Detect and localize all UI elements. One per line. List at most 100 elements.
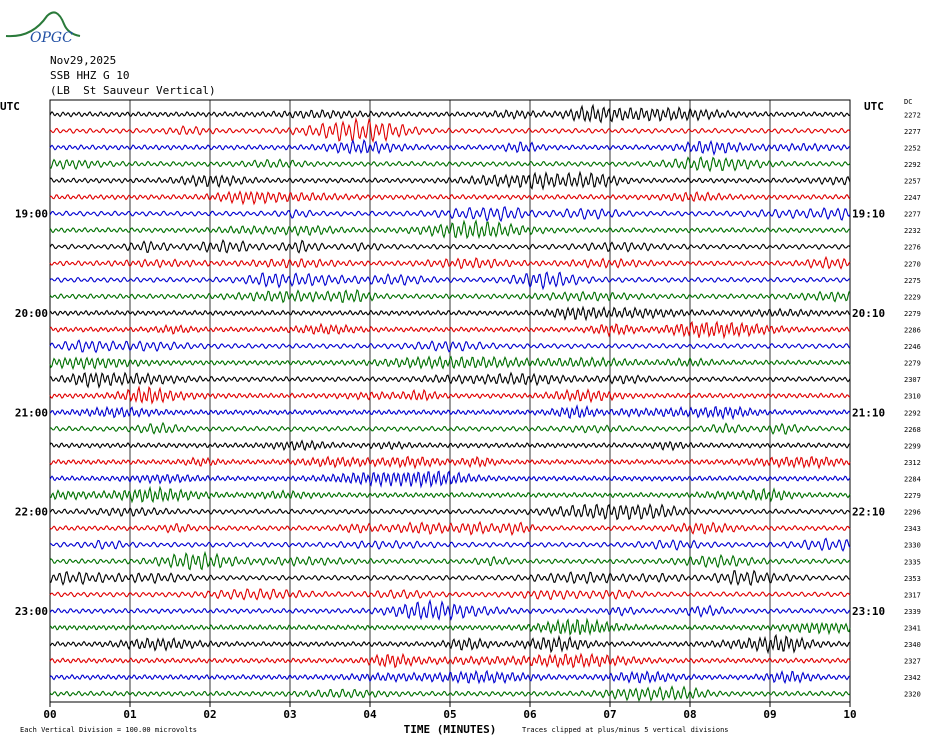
dc-offset-label: 2320 [904, 691, 921, 699]
trace-line [49, 305, 851, 322]
trace-line [49, 404, 851, 421]
left-time-label: 22:00 [15, 506, 48, 519]
trace-line [49, 255, 851, 270]
dc-offset-label: 2252 [904, 144, 921, 152]
trace-line [49, 371, 851, 389]
trace-line [49, 206, 851, 223]
x-tick-label: 01 [123, 708, 137, 721]
trace-line [49, 633, 851, 655]
trace-line [49, 320, 851, 340]
dc-offset-label: 2330 [904, 542, 921, 550]
dc-offset-label: 2343 [904, 525, 921, 533]
dc-offset-label: 2292 [904, 161, 921, 169]
dc-offset-label: 2257 [904, 178, 921, 186]
dc-offset-label: 2279 [904, 360, 921, 368]
trace-line [49, 103, 851, 124]
trace-line [49, 288, 851, 304]
dc-offset-label: 2277 [904, 211, 921, 219]
x-tick-label: 03 [283, 708, 296, 721]
x-tick-label: 05 [443, 708, 456, 721]
dc-offset-label: 2272 [904, 111, 921, 119]
dc-offset-label: 2279 [904, 310, 921, 318]
x-axis-label: TIME (MINUTES) [404, 723, 497, 736]
trace-line [49, 439, 851, 452]
trace-line [49, 355, 851, 371]
dc-offset-label: 2247 [904, 194, 921, 202]
trace-line [49, 238, 851, 254]
dc-offset-label: 2327 [904, 658, 921, 666]
footer-clip-note: Traces clipped at plus/minus 5 vertical … [522, 726, 729, 734]
dc-offset-label: 2299 [904, 442, 921, 450]
dc-offset-label: 2353 [904, 575, 921, 583]
dc-offset-label: 2312 [904, 459, 921, 467]
trace-line [49, 139, 851, 156]
trace-line [49, 219, 851, 240]
dc-offset-label: 2279 [904, 492, 921, 500]
dc-offset-label: 2342 [904, 674, 921, 682]
trace-line [49, 503, 851, 521]
dc-offset-label: 2341 [904, 625, 921, 633]
trace-line [49, 455, 851, 470]
left-time-label: 19:00 [15, 208, 48, 221]
logo-text: OPGC [30, 30, 73, 46]
trace-line [49, 537, 851, 552]
right-time-label: 23:10 [852, 605, 885, 618]
dc-header-label: DC [904, 98, 912, 106]
trace-line [49, 617, 851, 636]
right-time-label: 20:10 [852, 307, 885, 320]
x-tick-label: 06 [523, 708, 537, 721]
dc-offset-label: 2246 [904, 343, 921, 351]
dc-offset-label: 2335 [904, 558, 921, 566]
trace-line [49, 598, 851, 621]
footer-scale-note: Each Vertical Division = 100.00 microvol… [20, 726, 197, 734]
trace-line [49, 588, 851, 601]
dc-offset-label: 2229 [904, 293, 921, 301]
trace-line [49, 170, 851, 191]
dc-offset-label: 2317 [904, 591, 921, 599]
trace-line [49, 156, 851, 173]
trace-line [49, 271, 851, 291]
x-tick-label: 00 [43, 708, 56, 721]
trace-line [49, 652, 851, 669]
right-axis-label: UTC [864, 100, 884, 113]
dc-offset-label: 2286 [904, 327, 921, 335]
dc-offset-label: 2276 [904, 244, 921, 252]
x-tick-label: 08 [683, 708, 696, 721]
dc-offset-label: 2268 [904, 426, 921, 434]
trace-line [49, 520, 851, 537]
header-station: SSB HHZ G 10 [50, 69, 130, 82]
left-time-label: 20:00 [15, 307, 48, 320]
x-tick-label: 09 [763, 708, 776, 721]
dc-offset-label: 2277 [904, 128, 921, 136]
trace-line [49, 116, 851, 144]
header-location: (LB St Sauveur Vertical) [50, 84, 216, 97]
header-date: Nov29,2025 [50, 54, 117, 67]
dc-offset-label: 2275 [904, 277, 921, 285]
right-time-label: 21:10 [852, 406, 885, 419]
trace-line [49, 550, 851, 571]
dc-offset-label: 2307 [904, 376, 921, 384]
left-time-label: 21:00 [15, 406, 48, 419]
trace-line [49, 385, 851, 405]
dc-offset-label: 2339 [904, 608, 921, 616]
opgc-logo: OPGC [5, 11, 81, 46]
x-tick-label: 04 [363, 708, 377, 721]
x-tick-label: 02 [203, 708, 216, 721]
trace-line [49, 421, 851, 435]
trace-line [49, 569, 851, 587]
trace-line [49, 470, 851, 489]
x-tick-label: 10 [843, 708, 856, 721]
dc-offset-label: 2270 [904, 260, 921, 268]
dc-offset-label: 2310 [904, 393, 921, 401]
dc-offset-label: 2340 [904, 641, 921, 649]
dc-offset-label: 2232 [904, 227, 921, 235]
trace-line [49, 669, 851, 685]
dc-offset-label: 2284 [904, 476, 921, 484]
dc-offset-label: 2296 [904, 509, 921, 517]
trace-line [49, 485, 851, 504]
dc-offset-label: 2292 [904, 409, 921, 417]
trace-line [49, 339, 851, 354]
right-time-label: 19:10 [852, 208, 885, 221]
left-time-label: 23:00 [15, 605, 48, 618]
